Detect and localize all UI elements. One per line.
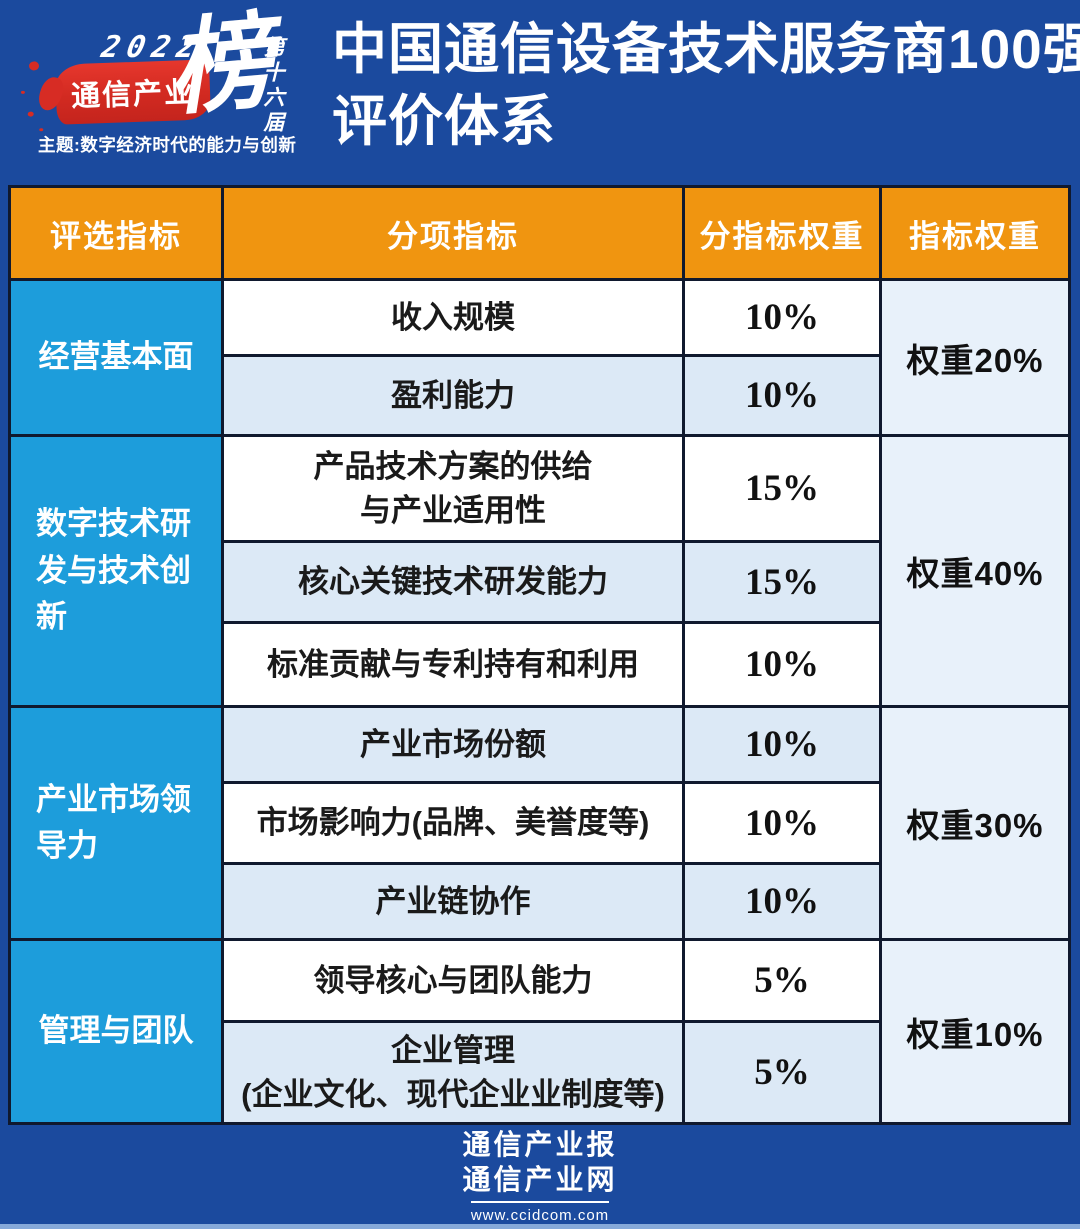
row-label: 市场影响力(品牌、美誉度等): [224, 784, 682, 862]
weight-cell-market-leadership: 权重30%: [882, 708, 1068, 938]
masthead: 2022 通信产业 榜 第十六届 主题:数字经济时代的能力与创新 中国通信设备技…: [0, 0, 1080, 185]
brand-logo: 2022 通信产业 榜 第十六届 主题:数字经济时代的能力与创新: [30, 5, 330, 176]
group-cell-rnd-innovation: 数字技术研发与技术创新: [11, 437, 221, 705]
row-label: 企业管理 (企业文化、现代企业业制度等): [224, 1023, 682, 1122]
row-label: 产业链协作: [224, 865, 682, 938]
group-cell-fundamentals: 经营基本面: [11, 281, 221, 434]
row-label: 标准贡献与专利持有和利用: [224, 624, 682, 705]
bottom-accent-strip: [0, 1224, 1080, 1229]
row-percent: 15%: [685, 543, 879, 621]
column-header-criteria: 评选指标: [11, 188, 221, 278]
row-percent: 5%: [685, 941, 879, 1020]
row-percent: 10%: [685, 865, 879, 938]
row-percent: 10%: [685, 281, 879, 354]
row-label: 产业市场份额: [224, 708, 682, 781]
row-label: 产品技术方案的供给 与产业适用性: [224, 437, 682, 540]
row-percent: 10%: [685, 357, 879, 434]
edition-label: 第十六届: [261, 36, 285, 136]
row-percent: 10%: [685, 624, 879, 705]
footer-website-label: 通信产业网: [462, 1164, 618, 1195]
row-label: 领导核心与团队能力: [224, 941, 682, 1020]
weight-cell-fundamentals: 权重20%: [882, 281, 1068, 434]
row-label: 收入规模: [224, 281, 682, 354]
weight-cell-rnd-innovation: 权重40%: [882, 437, 1068, 705]
row-percent: 5%: [685, 1023, 879, 1122]
group-cell-management-team: 管理与团队: [11, 941, 221, 1122]
row-label: 盈利能力: [224, 357, 682, 434]
column-header-sub-indicator: 分项指标: [224, 188, 682, 278]
page-title-line1: 中国通信设备技术服务商100强: [332, 18, 1080, 80]
footer-newspaper-label: 通信产业报: [462, 1129, 618, 1160]
footer-brand-block: 通信产业报 通信产业网 www.ccidcom.com: [0, 1127, 1080, 1224]
footer-url-label: www.ccidcom.com: [470, 1201, 610, 1224]
column-header-sub-weight: 分指标权重: [685, 188, 879, 278]
row-percent: 10%: [685, 784, 879, 862]
column-header-weight: 指标权重: [882, 188, 1068, 278]
row-label: 核心关键技术研发能力: [224, 543, 682, 621]
row-percent: 10%: [685, 708, 879, 781]
page-title-line2: 评价体系: [332, 89, 557, 152]
group-cell-market-leadership: 产业市场领导力: [11, 708, 221, 938]
weight-cell-management-team: 权重10%: [882, 941, 1068, 1122]
theme-label: 主题:数字经济时代的能力与创新: [38, 135, 297, 155]
page-title: 中国通信设备技术服务商100强 评价体系: [332, 14, 1080, 157]
row-percent: 15%: [685, 437, 879, 540]
evaluation-table: 评选指标 分项指标 分指标权重 指标权重 经营基本面 收入规模 10% 盈利能力…: [8, 185, 1071, 1125]
